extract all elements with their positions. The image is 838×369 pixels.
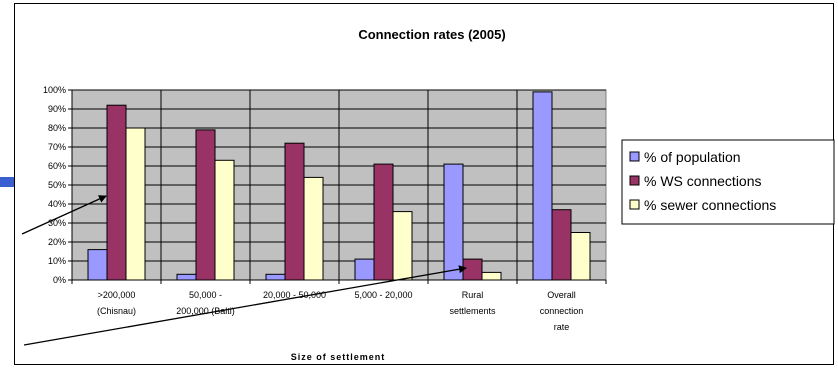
y-tick-label: 20% [48,237,66,247]
y-tick-label: 0% [53,275,66,285]
bar-1 [176,273,197,281]
chart-title: Connection rates (2005) [358,27,505,42]
legend-box [621,139,835,225]
bar-3 [481,271,502,281]
bar-3 [570,232,591,281]
category-label: 5,000 - 20,000 [354,290,412,300]
bar-2 [106,104,127,281]
y-tick-label: 40% [48,199,66,209]
annotation-arrow [21,195,107,235]
y-tick-label: 90% [48,104,66,114]
bar-3 [303,176,324,281]
y-tick-label: 60% [48,161,66,171]
bar-1 [265,273,286,281]
bar-3 [214,159,235,281]
annotation-arrow [23,265,467,346]
legend-swatch [629,175,640,186]
category-label: 20,000 - 50,000 [263,290,326,300]
bar-2 [551,209,572,281]
bar-2 [462,258,483,281]
category-label: >200,000 (Chisnau) [97,290,136,316]
y-tick-label: 80% [48,123,66,133]
y-tick-label: 100% [43,85,66,95]
bar-2 [195,129,216,281]
category-label: Overall connection rate [540,290,584,332]
x-axis-label: Size of settlement [291,352,386,362]
bar-1 [354,258,375,281]
bar-1 [443,163,464,281]
bar-3 [392,211,413,281]
legend-label: % sewer connections [644,197,776,213]
y-tick-label: 70% [48,142,66,152]
legend-label: % WS connections [644,173,762,189]
bar-2 [284,142,305,281]
bar-1 [532,91,553,281]
bar-1 [87,249,108,281]
category-label: 50,000 -200,000 (Balti) [176,290,235,316]
bar-3 [125,127,146,281]
y-tick-label: 30% [48,218,66,228]
legend-swatch [629,199,640,210]
y-tick-label: 50% [48,180,66,190]
legend-swatch [629,151,640,162]
category-label: Rural settlements [449,290,496,316]
blue-fragment [0,177,14,187]
y-tick-label: 10% [48,256,66,266]
legend-label: % of population [644,149,741,165]
bar-2 [373,163,394,281]
